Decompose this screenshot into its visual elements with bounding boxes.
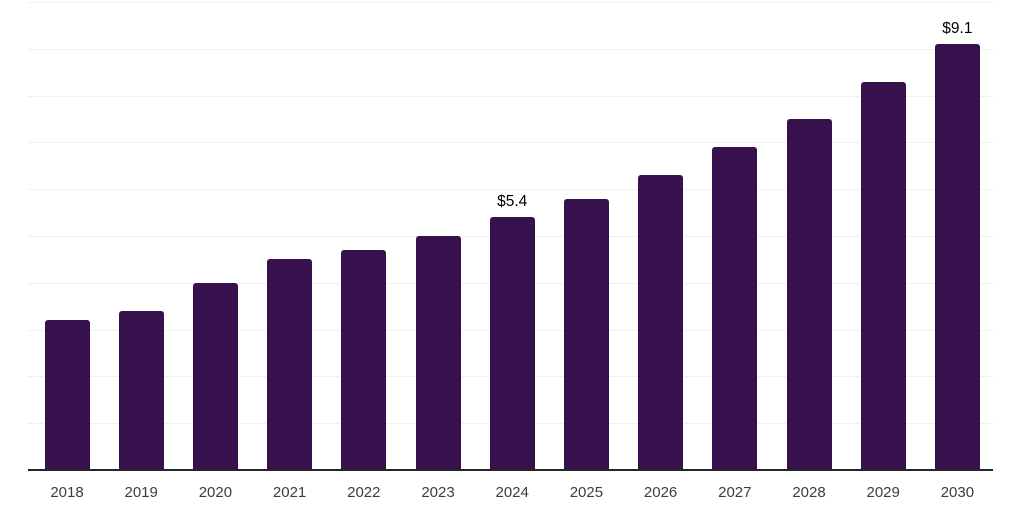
bar-2023 (415, 236, 461, 470)
bar-2028 (786, 119, 832, 470)
gridline (28, 189, 993, 191)
bar-2026 (638, 175, 684, 470)
x-axis-label-2027: 2027 (718, 484, 752, 501)
bar-2025 (563, 198, 609, 470)
x-axis-label-2020: 2020 (198, 484, 233, 501)
x-axis-label-2025: 2025 (569, 484, 604, 501)
x-axis-label-2021: 2021 (272, 484, 307, 501)
bar-2021 (267, 259, 313, 470)
value-label-2024: $5.4 (497, 193, 528, 211)
x-axis-label-2024: 2024 (495, 484, 529, 501)
x-axis-label-2030: 2030 (940, 484, 975, 501)
bar-2029 (860, 81, 906, 470)
x-axis-line (28, 469, 993, 471)
gridline (28, 2, 993, 3)
x-axis-label-2022: 2022 (347, 484, 381, 501)
gridline (28, 48, 993, 50)
bar-2027 (712, 147, 758, 470)
gridline (28, 95, 993, 97)
bar-2020 (192, 282, 238, 470)
x-axis-label-2028: 2028 (792, 484, 826, 501)
x-axis-label-2023: 2023 (421, 484, 455, 501)
value-label-2030: $9.1 (942, 20, 973, 38)
bar-2024 (489, 217, 535, 470)
bar-2018 (44, 320, 90, 470)
x-axis-label-2029: 2029 (866, 484, 900, 501)
x-axis-label-2018: 2018 (50, 484, 84, 501)
x-axis-label-2026: 2026 (643, 484, 678, 501)
gridline (28, 142, 993, 144)
bar-2030 (934, 44, 980, 470)
bar-2022 (341, 250, 387, 470)
x-axis-label-2019: 2019 (124, 484, 158, 501)
bar-2019 (118, 310, 164, 470)
